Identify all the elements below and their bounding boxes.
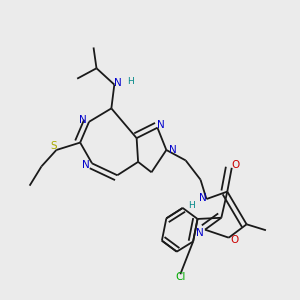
Text: Cl: Cl xyxy=(175,272,185,282)
Text: N: N xyxy=(169,145,177,155)
Text: N: N xyxy=(196,228,203,238)
Text: N: N xyxy=(157,120,165,130)
Text: N: N xyxy=(82,160,89,170)
Text: N: N xyxy=(199,193,207,202)
Text: N: N xyxy=(114,78,122,88)
Text: O: O xyxy=(231,160,239,170)
Text: H: H xyxy=(127,76,134,85)
Text: H: H xyxy=(188,201,195,210)
Text: O: O xyxy=(230,235,238,245)
Text: S: S xyxy=(50,140,57,151)
Text: N: N xyxy=(79,115,86,125)
